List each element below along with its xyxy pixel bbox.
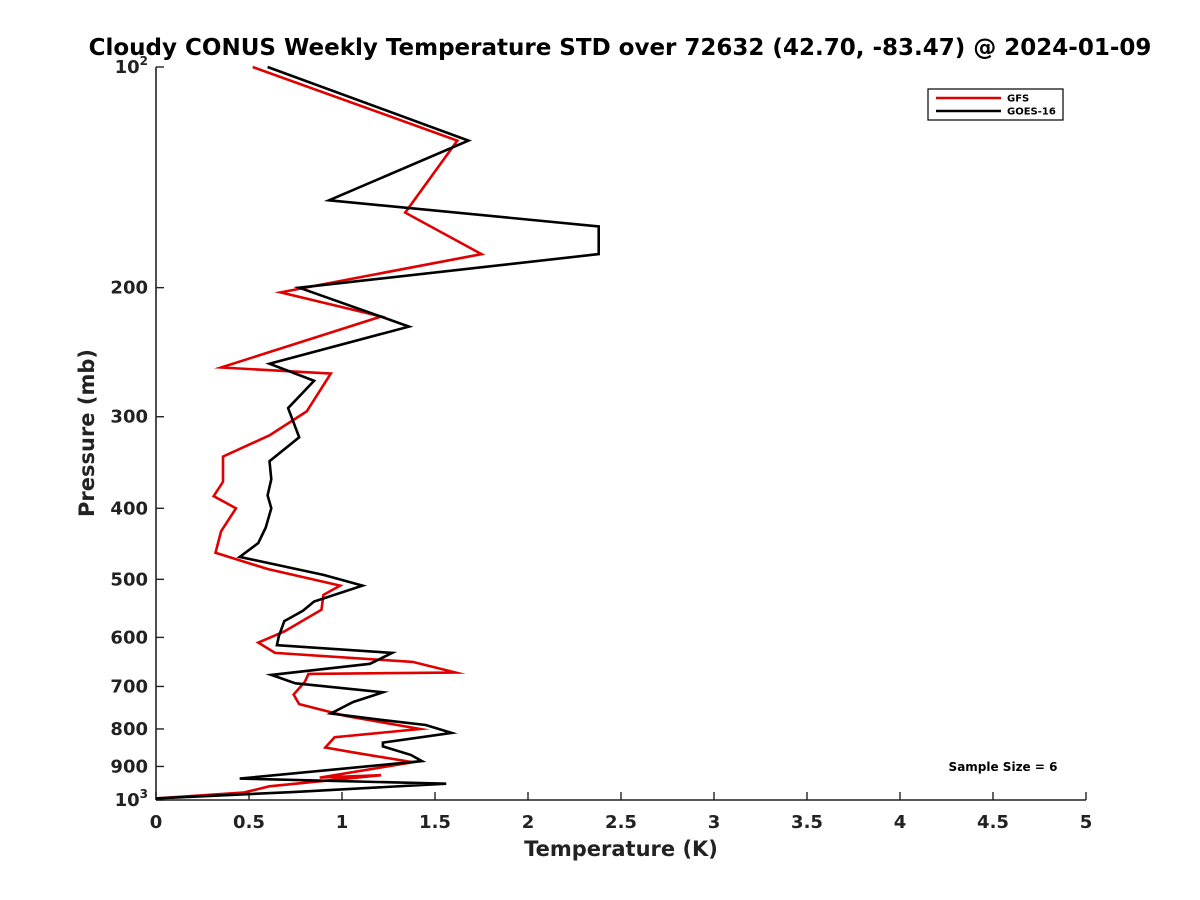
legend-box [927,88,1064,121]
x-tick-label: 2.5 [605,812,637,833]
x-tick-label: 3 [708,812,721,833]
x-tick-label: 4 [894,812,907,833]
series-line-goes-16 [155,65,601,800]
x-tick-label: 2 [522,812,535,833]
y-tick-label: 700 [110,676,148,697]
y-tick-label: 400 [110,498,148,519]
plot-frame [155,67,1086,801]
y-tick-label: 200 [110,278,148,299]
y-axis-ticks: 102 200 300 400 500 600 700 800 900 103 [110,54,164,811]
x-tick-label: 4.5 [977,812,1009,833]
series-layer [155,65,601,800]
y-axis-label: Pressure (mb) [75,349,99,517]
legend-label-goes-16: GOES-16 [1007,107,1056,118]
y-tick-label: 900 [110,756,148,777]
series-line-gfs [155,65,486,800]
x-tick-label: 0.5 [233,812,265,833]
y-tick-label: 300 [110,407,148,428]
x-tick-label: 3.5 [791,812,823,833]
chart-title: Cloudy CONUS Weekly Temperature STD over… [89,35,1152,61]
x-axis-label: Temperature (K) [524,837,718,861]
y-tick-label: 500 [110,569,148,590]
x-tick-label: 0 [150,812,163,833]
x-axis-ticks: 0 0.5 1 1.5 2 2.5 3 3.5 4 4.5 5 [150,792,1093,833]
sample-size-annotation: Sample Size = 6 [949,760,1058,774]
x-tick-label: 5 [1080,812,1093,833]
y-tick-label: 600 [110,627,148,648]
legend: GFS GOES-16 [927,88,1064,121]
y-tick-label: 103 [115,787,148,811]
y-tick-label: 800 [110,719,148,740]
y-tick-label: 102 [115,54,148,78]
x-tick-label: 1 [336,812,349,833]
x-tick-label: 1.5 [419,812,451,833]
legend-label-gfs: GFS [1007,94,1029,105]
